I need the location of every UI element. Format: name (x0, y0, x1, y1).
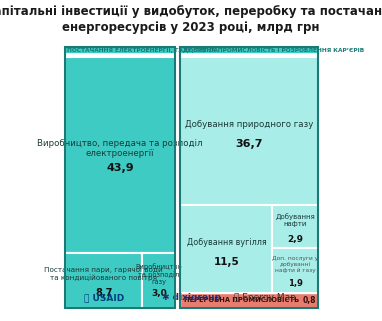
Text: Капітальні інвестиції у видобуток, переробку та постачання
енергоресурсів у 2023: Капітальні інвестиції у видобуток, перер… (0, 5, 382, 34)
Text: 1,9: 1,9 (288, 279, 303, 288)
Bar (65, 253, 142, 308)
Text: Добування
нафти: Добування нафти (275, 213, 315, 227)
Bar (65, 47, 175, 308)
Bar (180, 205, 272, 293)
Text: Виробництво
та розподіл
газу: Виробництво та розподіл газу (136, 263, 182, 285)
Text: ПЕРЕРОБНА ПРОМИСЛОВІСТЬ: ПЕРЕРОБНА ПРОМИСЛОВІСТЬ (185, 297, 300, 303)
Text: ПОСТАЧАННЯ ЕЛЕКТРОЕНЕРГІЇ, ГАЗУ, ТЕПЛА: ПОСТАЧАННЯ ЕЛЕКТРОЕНЕРГІЇ, ГАЗУ, ТЕПЛА (68, 47, 219, 53)
Text: Добування природного газу: Добування природного газу (185, 120, 314, 129)
Bar (65, 47, 175, 53)
Text: 3,0: 3,0 (151, 289, 167, 298)
Text: 8,7: 8,7 (95, 288, 112, 298)
Text: 11,5: 11,5 (214, 257, 240, 267)
Bar (180, 293, 319, 308)
Text: 36,7: 36,7 (236, 139, 263, 149)
Text: Доп. послуги у
добуванні
нафти й газу: Доп. послуги у добуванні нафти й газу (272, 256, 319, 273)
Bar (180, 47, 319, 53)
Bar (142, 253, 175, 308)
Text: Добування вугілля: Добування вугілля (186, 238, 266, 247)
Text: 0,8: 0,8 (302, 296, 316, 305)
Text: 43,9: 43,9 (106, 163, 134, 173)
Bar (272, 205, 319, 248)
Bar (180, 56, 319, 205)
Text: Ⓞ USAID: Ⓞ USAID (84, 293, 125, 302)
Text: ДОБУВНА ПРОМИСЛОВІСТЬ І РОЗРОБЛЕННЯ КАР’ЄРІВ: ДОБУВНА ПРОМИСЛОВІСТЬ І РОЗРОБЛЕННЯ КАР’… (183, 48, 364, 53)
Bar (180, 47, 319, 308)
Bar (272, 248, 319, 293)
Text: 2,9: 2,9 (288, 235, 303, 244)
Text: ✱ dixigroup: ✱ dixigroup (162, 293, 220, 302)
Text: Постачання пари, гарячої води
та кондиційованого повітря: Постачання пари, гарячої води та кондиці… (44, 266, 163, 282)
Text: Виробництво, передача та розподіл
електроенергії: Виробництво, передача та розподіл електр… (37, 139, 203, 158)
Bar (65, 56, 175, 253)
Text: 🧡 Energy Map: 🧡 Energy Map (234, 293, 296, 302)
